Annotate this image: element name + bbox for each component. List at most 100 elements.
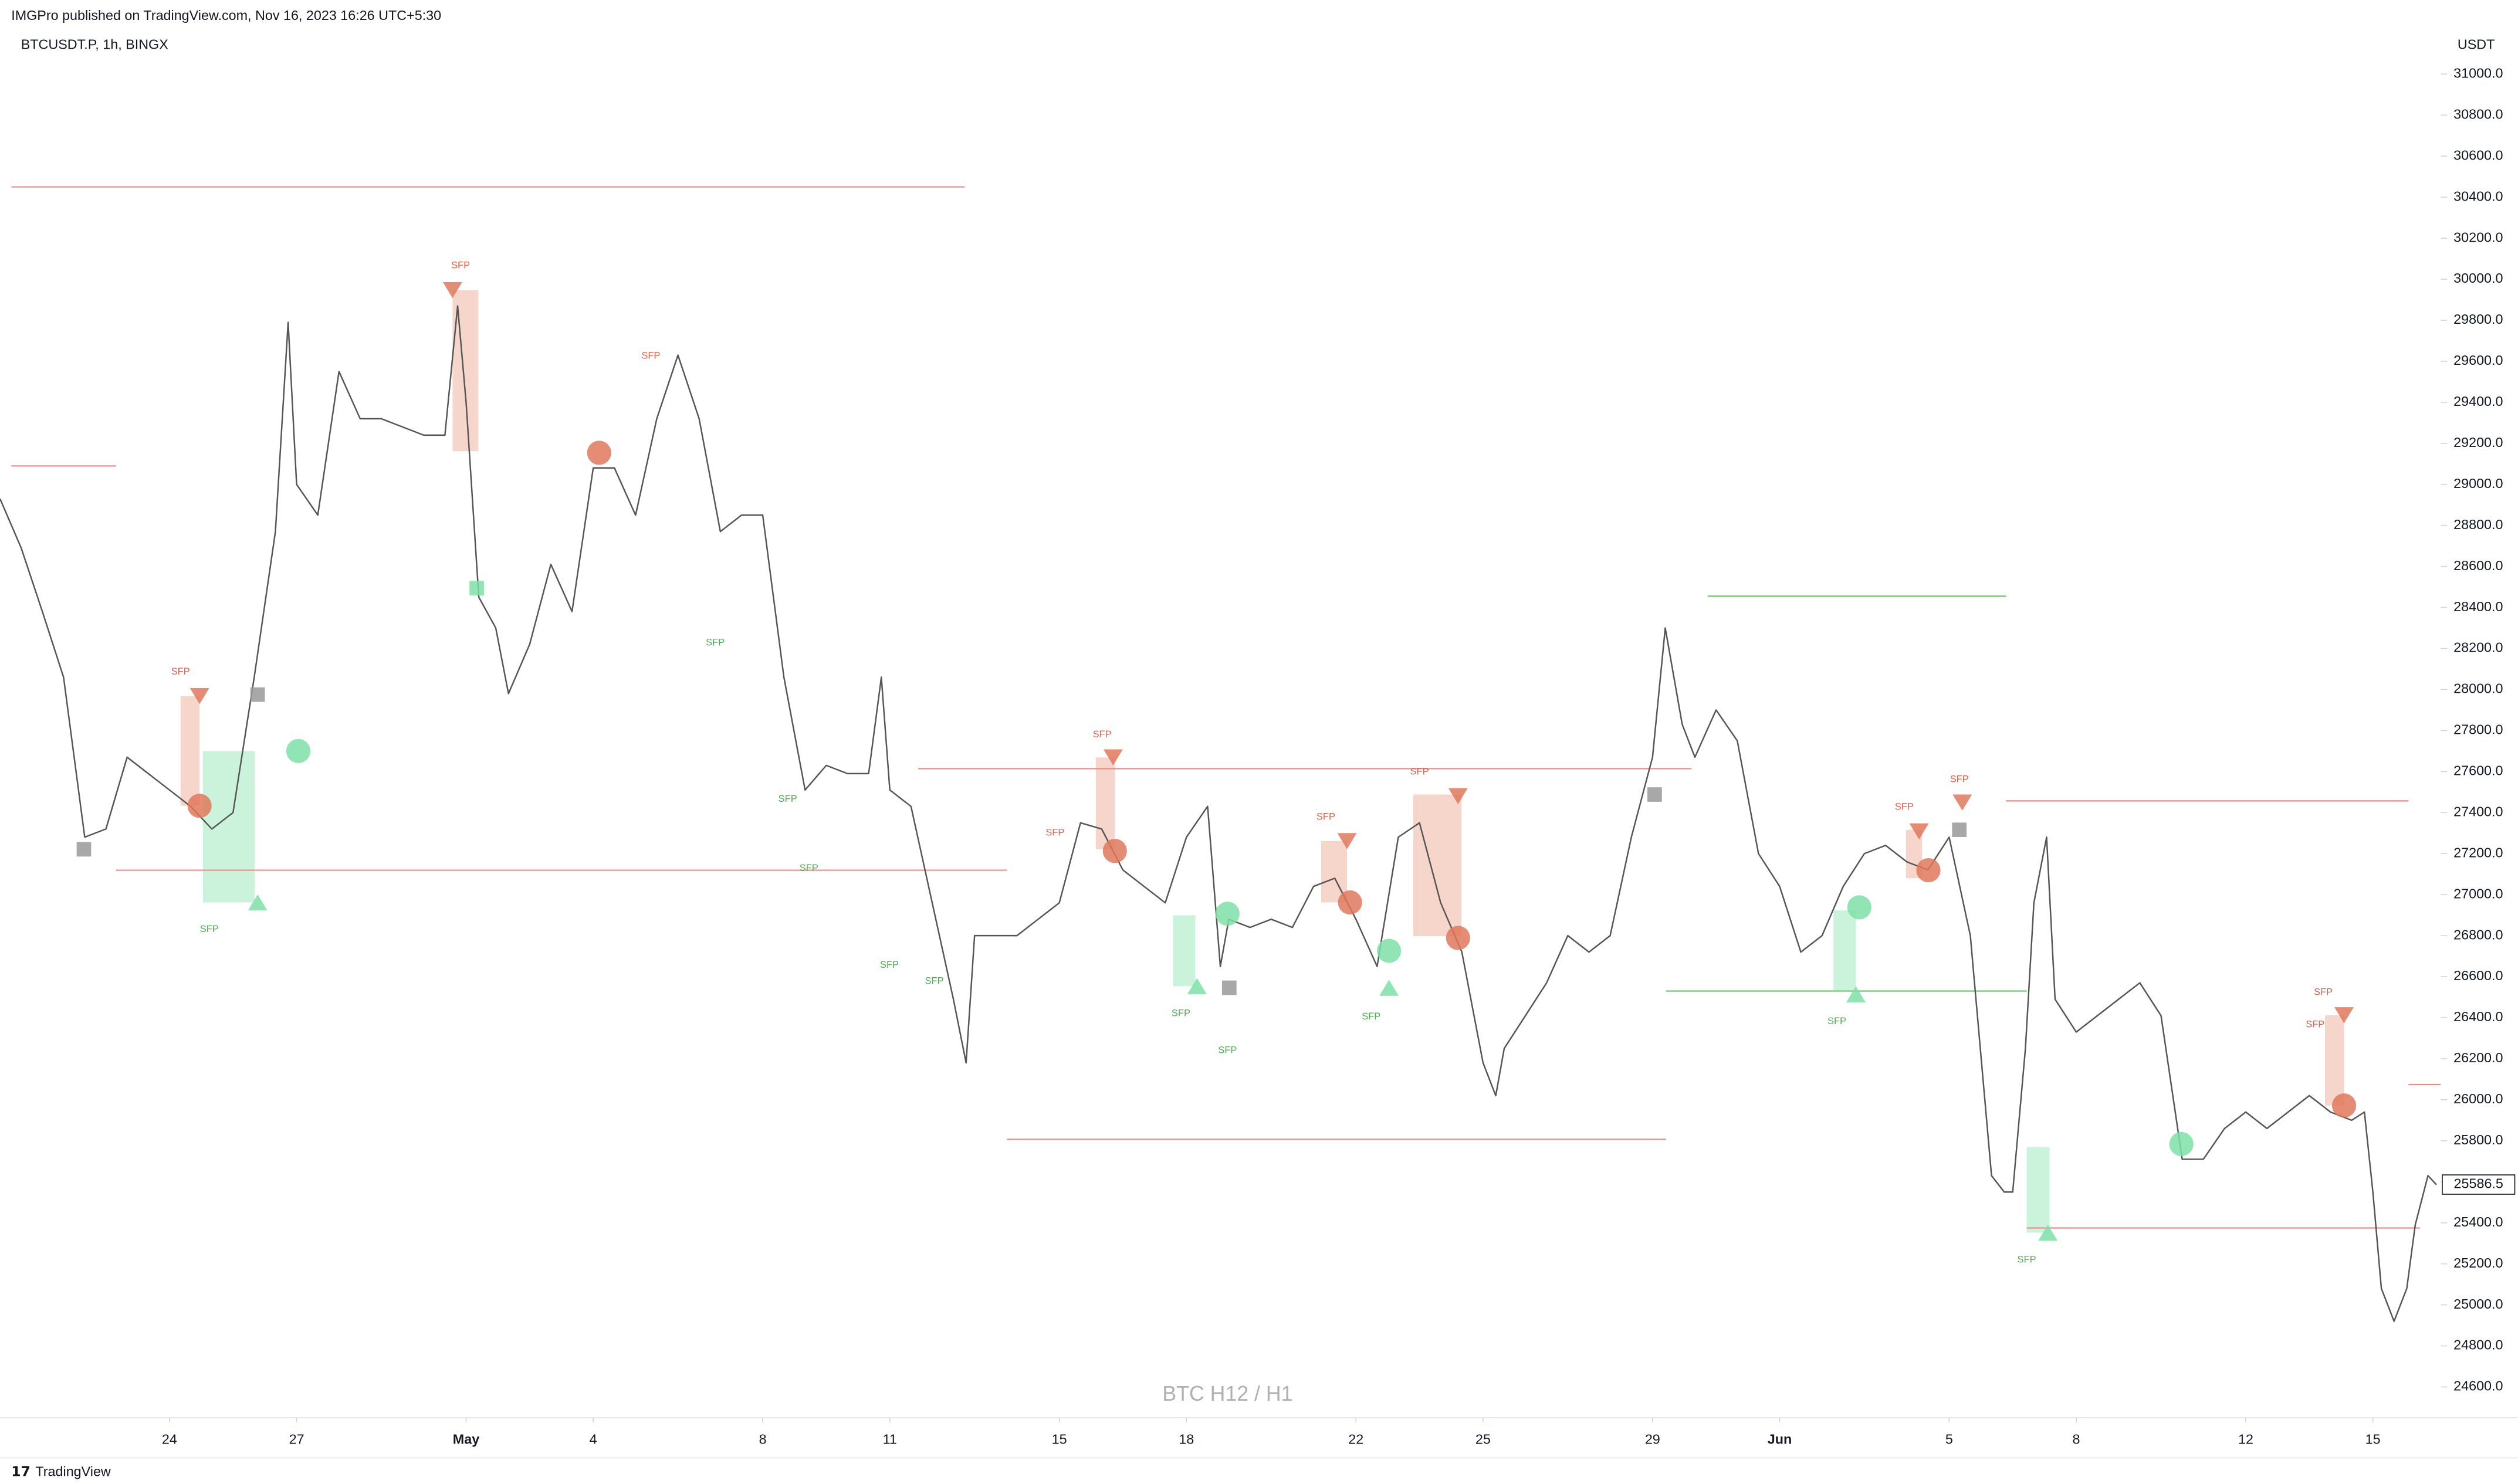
signal-triangle-down [1103,749,1123,765]
y-tick-label: 28600.0 [2453,558,2503,573]
y-tick-label: 27800.0 [2453,722,2503,737]
y-tick-label: 24800.0 [2453,1337,2503,1353]
x-tick-label: 25 [1475,1432,1491,1447]
y-tick-label: 25800.0 [2453,1132,2503,1147]
y-tick-label: 27000.0 [2453,886,2503,901]
signal-triangle-down [1952,794,1972,811]
signal-circle [286,738,311,763]
zone [2026,1147,2050,1233]
sfp-label: SFP [880,960,899,970]
signal-circle [187,794,212,818]
signal-circle [1446,926,1470,950]
zone [2325,1015,2344,1106]
y-tick-label: 27600.0 [2453,763,2503,778]
sfp-label: SFP [2018,1255,2036,1265]
signal-triangle-up [1379,980,1399,996]
y-tick-label: 30800.0 [2453,106,2503,121]
signal-square [1952,822,1967,838]
zone [180,696,200,806]
zone [202,751,255,903]
y-tick-label: 29400.0 [2453,394,2503,409]
x-tick-label: 12 [2238,1432,2253,1447]
footer-brand: TradingView [35,1463,111,1479]
sfp-label: SFP [1895,802,1914,812]
signal-triangle-up [2038,1224,2058,1241]
y-tick-label: 25200.0 [2453,1255,2503,1270]
sfp-label: SFP [779,794,797,804]
sfp-label: SFP [1362,1011,1380,1022]
signal-triangle-down [442,282,462,299]
x-tick-label: 8 [2073,1432,2080,1447]
x-tick-label: 24 [162,1432,177,1447]
y-tick-label: 24600.0 [2453,1378,2503,1394]
sfp-label: SFP [171,666,190,677]
sfp-label: SFP [1316,811,1335,822]
last-price-box [2442,1174,2516,1195]
sfp-label: SFP [706,637,725,648]
x-tick-label: 8 [759,1432,767,1447]
signal-triangle-up [248,894,268,911]
x-tick-label: 29 [1645,1432,1660,1447]
signal-circle [1376,938,1402,963]
y-tick-label: 28800.0 [2453,517,2503,532]
y-tick-label: 30000.0 [2453,270,2503,286]
zone [1173,915,1196,987]
x-tick-label: 5 [1945,1432,1953,1447]
sfp-label: SFP [1093,729,1112,740]
y-tick-label: 25400.0 [2453,1214,2503,1229]
signal-square [469,581,484,596]
zone [1833,910,1856,991]
sfp-label: SFP [925,975,944,986]
sfp-label: SFP [2314,987,2333,998]
signal-triangle-down [1909,823,1929,840]
zone [1413,794,1462,937]
y-tick-label: 26000.0 [2453,1091,2503,1106]
y-tick-label: 30600.0 [2453,147,2503,162]
sfp-label: SFP [2306,1019,2324,1030]
signal-triangle-up [1187,978,1207,994]
currency: USDT [2458,37,2495,52]
watermark: BTC H12 / H1 [1162,1382,1292,1405]
signal-triangle-down [2334,1007,2354,1024]
y-tick-label: 26600.0 [2453,968,2503,983]
signal-triangle-down [189,687,209,704]
footer-logo: 𝟭𝟳 [11,1463,30,1479]
x-tick-label: 18 [1179,1432,1194,1447]
sfp-label: SFP [1827,1016,1846,1026]
y-tick-label: 28400.0 [2453,599,2503,614]
signal-circle [2169,1131,2194,1157]
signal-circle [1215,902,1240,926]
x-tick-label: Jun [1768,1432,1792,1447]
y-tick-label: 26200.0 [2453,1050,2503,1065]
x-tick-label: 27 [289,1432,304,1447]
y-tick-label: 26800.0 [2453,927,2503,942]
sfp-label: SFP [200,924,219,934]
zone [1095,757,1115,849]
y-tick-label: 29600.0 [2453,353,2503,368]
sfp-label: SFP [1045,828,1064,838]
y-tick-label: 29200.0 [2453,435,2503,450]
sfp-label: SFP [1218,1045,1237,1055]
x-tick-label: 11 [883,1432,897,1447]
y-tick-label: 26400.0 [2453,1009,2503,1024]
x-tick-label: 22 [1348,1432,1363,1447]
x-tick-label: 15 [2365,1432,2381,1447]
signal-triangle-up [1846,986,1866,1002]
sfp-label: SFP [800,863,818,873]
signal-circle [1102,839,1127,863]
sfp-label: SFP [641,351,660,361]
signal-circle [2331,1093,2357,1118]
signal-square [76,842,92,857]
y-tick-label: 27400.0 [2453,804,2503,819]
signal-square [1647,787,1662,802]
y-tick-label: 29000.0 [2453,476,2503,491]
publish-info: IMGPro published on TradingView.com, Nov… [11,8,441,23]
price-line [0,305,2437,1322]
signal-circle [1916,858,1941,883]
last-price-label: 25586.5 [2454,1176,2503,1191]
x-tick-label: 15 [1052,1432,1067,1447]
signal-square [1221,980,1237,995]
signal-triangle-down [1448,788,1468,805]
